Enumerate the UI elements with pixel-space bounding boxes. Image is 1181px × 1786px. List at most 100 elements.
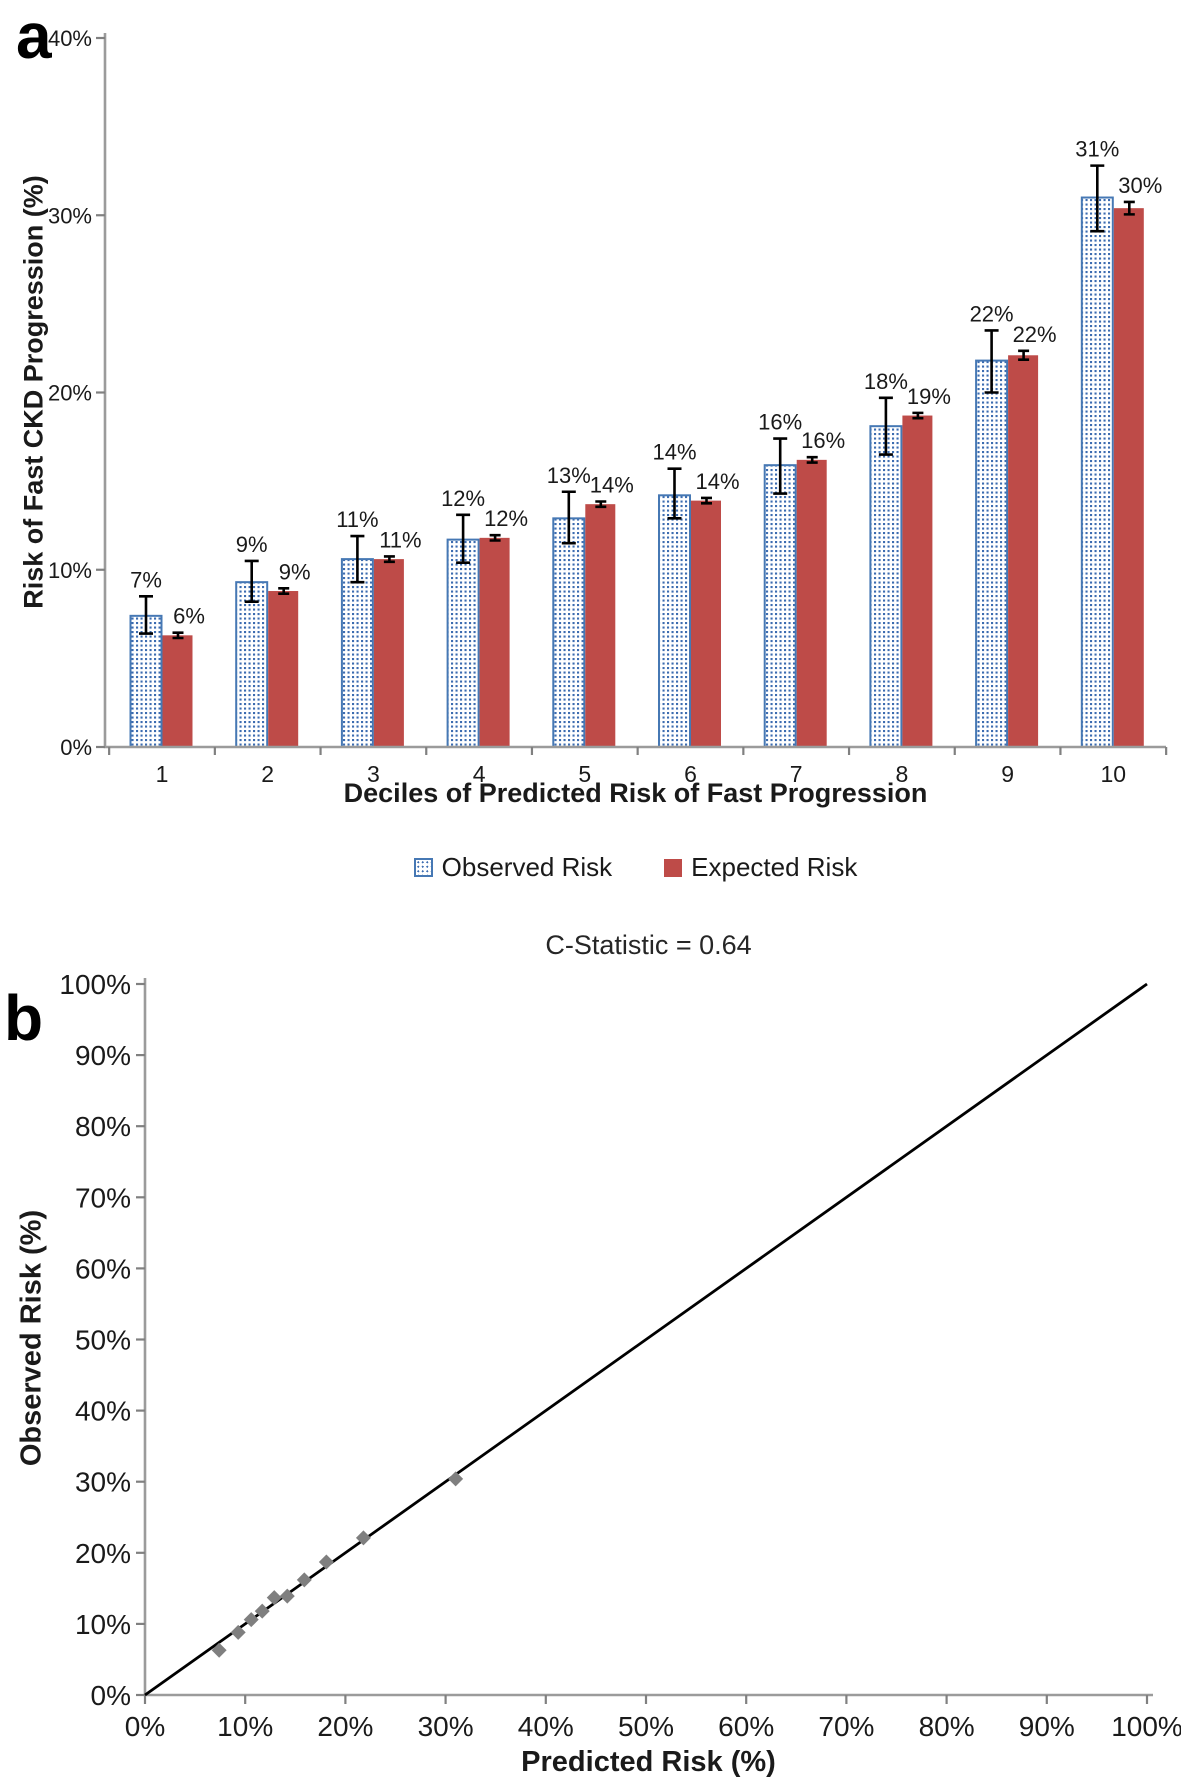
observed-value-label-decile-5: 13%: [547, 463, 591, 488]
observed-value-label-decile-9: 22%: [970, 301, 1014, 326]
expected-error-bar-decile-10: [1123, 200, 1135, 216]
a-x-category-label-6: 6: [684, 761, 697, 787]
a-y-tick-label-30%: 30%: [48, 203, 92, 228]
scatter-point-2: [230, 1624, 246, 1640]
a-y-tick-label-40%: 40%: [48, 26, 92, 51]
scatter-point-1: [211, 1642, 227, 1658]
a-y-tick-label-20%: 20%: [48, 381, 92, 406]
observed-error-bar-decile-8: [878, 396, 893, 456]
scatter-point-9: [355, 1530, 371, 1546]
expected-error-bar-decile-3: [383, 555, 395, 564]
expected-risk-swatch-icon: [664, 858, 683, 877]
expected-bar-decile-5: [585, 504, 616, 747]
b-y-tick-label-70%: 70%: [75, 1182, 131, 1213]
expected-error-bar-decile-9: [1018, 349, 1030, 362]
observed-value-label-decile-3: 11%: [336, 507, 378, 532]
a-x-category-label-4: 4: [473, 761, 486, 787]
scatter-chart-title: C-Statistic = 0.64: [545, 930, 752, 960]
scatter-point-6: [279, 1588, 295, 1604]
observed-error-bar-decile-9: [984, 329, 999, 394]
b-y-tick-label-80%: 80%: [75, 1111, 131, 1142]
b-y-tick-label-40%: 40%: [75, 1396, 131, 1427]
scatter-point-5: [266, 1590, 282, 1606]
expected-value-label-decile-5: 14%: [590, 473, 634, 498]
b-y-tick-label-10%: 10%: [75, 1609, 131, 1640]
b-x-tick-label-100%: 100%: [1111, 1711, 1181, 1742]
observed-error-bar-decile-7: [773, 437, 788, 495]
a-x-category-label-3: 3: [367, 761, 380, 787]
a-x-category-label-10: 10: [1101, 761, 1127, 787]
observed-error-bar-decile-5: [561, 490, 576, 545]
observed-bar-decile-5: [552, 517, 586, 748]
b-x-tick-label-0%: 0%: [125, 1711, 165, 1742]
a-x-category-label-5: 5: [578, 761, 591, 787]
panel-b-label: b: [4, 982, 44, 1054]
expected-error-bar-decile-2: [278, 587, 290, 595]
observed-error-bar-decile-10: [1090, 164, 1105, 233]
expected-value-label-decile-7: 16%: [801, 428, 845, 453]
b-y-tick-label-20%: 20%: [75, 1538, 131, 1569]
scatter-chart: 0% 10% 20% 30% 40% 50% 60% 70% 80% 90% 100% 0% 10% 20…: [59, 969, 1181, 1742]
expected-error-bar-decile-1: [172, 631, 184, 640]
legend-item-observed: Observed Risk: [413, 852, 613, 883]
b-x-tick-label-10%: 10%: [217, 1711, 273, 1742]
b-x-tick-label-20%: 20%: [317, 1711, 373, 1742]
expected-bar-decile-10: [1113, 208, 1144, 747]
b-x-tick-label-60%: 60%: [718, 1711, 774, 1742]
a-y-tick-label-0%: 0%: [60, 735, 92, 760]
b-x-tick-label-90%: 90%: [1019, 1711, 1075, 1742]
observed-value-label-decile-6: 14%: [652, 440, 696, 465]
legend-label-observed: Observed Risk: [441, 852, 613, 882]
expected-bar-decile-3: [373, 559, 404, 747]
b-y-tick-label-30%: 30%: [75, 1467, 131, 1498]
scatter-point-7: [296, 1572, 312, 1588]
expected-bar-decile-2: [268, 591, 299, 747]
expected-bar-decile-4: [479, 537, 510, 747]
b-y-tick-label-100%: 100%: [59, 969, 131, 1000]
expected-value-label-decile-1: 6%: [173, 604, 205, 629]
bar-chart-x-axis-title: Deciles of Predicted Risk of Fast Progre…: [343, 778, 928, 808]
expected-value-label-decile-6: 14%: [695, 469, 739, 494]
observed-error-bar-decile-4: [456, 513, 471, 564]
observed-bar-decile-3: [340, 558, 374, 748]
legend-item-expected: Expected Risk: [664, 852, 857, 883]
scatter-point-10: [448, 1471, 464, 1487]
observed-bar-decile-8: [869, 425, 903, 748]
panel-a-label: a: [16, 0, 52, 72]
expected-bar-decile-7: [796, 459, 827, 747]
identity-line: [144, 982, 1148, 1697]
observed-value-label-decile-7: 16%: [758, 410, 802, 435]
a-x-category-label-2: 2: [261, 761, 274, 787]
legend: Observed Risk Expected Risk: [105, 852, 1166, 883]
bar-chart-y-axis-title: Risk of Fast CKD Progression (%): [18, 175, 49, 609]
expected-error-bar-decile-4: [489, 533, 501, 542]
b-y-tick-label-60%: 60%: [75, 1253, 131, 1284]
b-x-tick-label-70%: 70%: [818, 1711, 874, 1742]
observed-error-bar-decile-1: [139, 595, 153, 635]
expected-value-label-decile-4: 12%: [484, 506, 528, 531]
b-x-tick-label-30%: 30%: [418, 1711, 474, 1742]
expected-value-label-decile-9: 22%: [1013, 322, 1057, 347]
observed-value-label-decile-2: 9%: [236, 532, 268, 557]
expected-error-bar-decile-6: [701, 496, 712, 505]
b-y-tick-label-0%: 0%: [91, 1680, 131, 1711]
expected-value-label-decile-10: 30%: [1118, 173, 1162, 198]
b-x-tick-label-40%: 40%: [518, 1711, 574, 1742]
b-x-tick-label-50%: 50%: [618, 1711, 674, 1742]
observed-bar-decile-7: [763, 464, 797, 748]
bar-chart: 7%6%9%9%11%11%12%12%13%14%14%14%16%16%18…: [48, 26, 1168, 787]
observed-bar-decile-6: [658, 494, 691, 748]
a-x-category-label-1: 1: [156, 761, 169, 787]
a-x-category-label-9: 9: [1001, 761, 1014, 787]
expected-error-bar-decile-8: [912, 411, 924, 420]
legend-label-expected: Expected Risk: [691, 852, 858, 882]
expected-bar-decile-8: [902, 415, 933, 747]
b-x-tick-label-80%: 80%: [919, 1711, 975, 1742]
observed-bar-decile-1: [129, 614, 163, 749]
observed-bar-decile-4: [446, 538, 480, 748]
observed-bar-decile-9: [975, 359, 1009, 748]
observed-risk-swatch-icon: [413, 858, 433, 877]
observed-value-label-decile-1: 7%: [130, 567, 162, 592]
